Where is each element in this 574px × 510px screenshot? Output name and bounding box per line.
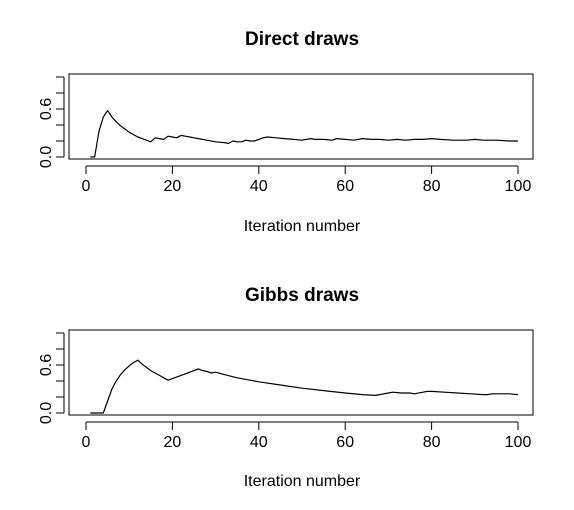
chart-title: Direct draws xyxy=(245,29,359,50)
chart-panel-direct-draws: Direct draws 0 20 40 60 80 100 0.0 0.6 Iterati… xyxy=(38,29,534,235)
x-tick-label: 100 xyxy=(505,178,532,195)
x-tick-label: 80 xyxy=(423,434,441,451)
x-axis: 0 20 40 60 80 100 xyxy=(82,165,532,195)
x-axis-label: Iteration number xyxy=(244,218,361,235)
series-line xyxy=(90,110,518,158)
chart-title: Gibbs draws xyxy=(245,285,359,306)
x-tick-label: 40 xyxy=(250,178,268,195)
x-tick-label: 80 xyxy=(423,178,441,195)
x-tick-label: 20 xyxy=(164,434,182,451)
x-tick-label: 0 xyxy=(82,178,91,195)
x-tick-label: 60 xyxy=(336,434,354,451)
x-tick-label: 0 xyxy=(82,434,91,451)
y-tick-label: 0.6 xyxy=(38,98,55,120)
x-tick-label: 20 xyxy=(164,178,182,195)
y-axis: 0.0 0.6 xyxy=(38,332,65,424)
x-tick-label: 60 xyxy=(336,178,354,195)
chart-panel-gibbs-draws: Gibbs draws 0 20 40 60 80 100 0.0 0.6 Iteratio… xyxy=(38,285,534,490)
x-axis: 0 20 40 60 80 100 xyxy=(82,421,532,451)
x-axis-label: Iteration number xyxy=(244,473,361,490)
y-tick-label: 0.6 xyxy=(38,354,55,376)
plot-frame xyxy=(68,73,534,160)
y-tick-label: 0.0 xyxy=(38,146,55,168)
series-group xyxy=(90,359,519,414)
y-axis: 0.0 0.6 xyxy=(38,76,65,168)
plot-frame xyxy=(68,329,534,416)
series-line xyxy=(90,359,519,414)
x-tick-label: 100 xyxy=(505,434,532,451)
y-tick-label: 0.0 xyxy=(38,402,55,424)
x-tick-label: 40 xyxy=(250,434,268,451)
series-group xyxy=(90,110,518,158)
